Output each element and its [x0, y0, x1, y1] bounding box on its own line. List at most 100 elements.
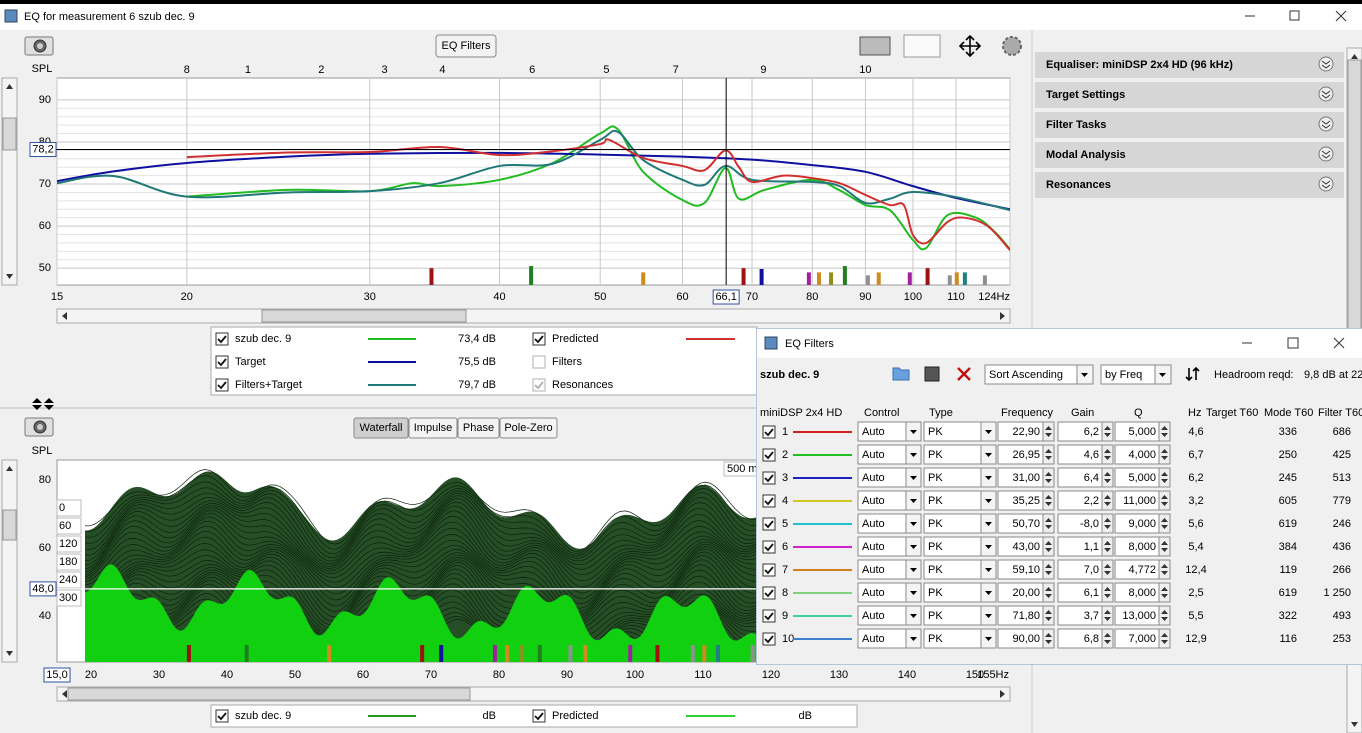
checkbox[interactable]: [762, 540, 776, 554]
scroll-down[interactable]: [6, 274, 13, 279]
scroll-thumb[interactable]: [67, 687, 471, 701]
panel-bar[interactable]: [1035, 82, 1344, 108]
scroll-track[interactable]: [1, 459, 18, 663]
panel-bar[interactable]: [1035, 172, 1344, 198]
tab[interactable]: Impulse: [408, 417, 458, 439]
dialog-maximize[interactable]: [1287, 337, 1299, 349]
spinner[interactable]: [1042, 444, 1055, 465]
checkbox-box[interactable]: [762, 517, 776, 531]
checkbox[interactable]: [762, 586, 776, 600]
view-icon[interactable]: [859, 36, 891, 56]
scroll-left[interactable]: [62, 690, 67, 698]
checkbox[interactable]: [532, 709, 546, 723]
scroll-thumb[interactable]: [261, 309, 467, 323]
spinner-field[interactable]: 26,95: [997, 444, 1055, 465]
checkbox[interactable]: [215, 378, 229, 392]
tab-face[interactable]: [457, 417, 500, 439]
spinner-field[interactable]: 6,8: [1057, 628, 1114, 649]
checkbox-box[interactable]: [762, 609, 776, 623]
spinner-field[interactable]: 2,2: [1057, 490, 1114, 511]
checkbox-box[interactable]: [532, 709, 546, 723]
sort-icon[interactable]: [1185, 366, 1200, 382]
scroll-down[interactable]: [6, 651, 13, 656]
spinner-field[interactable]: 6,1: [1057, 582, 1114, 603]
spinner-field[interactable]: -8,0: [1057, 513, 1114, 534]
side-panel-header[interactable]: Modal Analysis: [1035, 142, 1344, 168]
spinner[interactable]: [1101, 536, 1114, 557]
vertical-scrollbar[interactable]: [1, 459, 18, 663]
spinner[interactable]: [1158, 628, 1171, 649]
scroll-left[interactable]: [62, 312, 67, 320]
checkbox[interactable]: [532, 332, 546, 346]
combobox[interactable]: PK: [923, 559, 997, 580]
combobox[interactable]: PK: [923, 444, 997, 465]
spinner-field[interactable]: 22,90: [997, 421, 1055, 442]
spinner-field[interactable]: 4,000: [1114, 444, 1171, 465]
vertical-scrollbar[interactable]: [1, 77, 18, 286]
combobox[interactable]: PK: [923, 582, 997, 603]
spinner-field[interactable]: 13,000: [1114, 605, 1171, 626]
spinner[interactable]: [1158, 421, 1171, 442]
spinner-field[interactable]: 6,4: [1057, 467, 1114, 488]
spinner[interactable]: [1158, 559, 1171, 580]
checkbox[interactable]: [215, 709, 229, 723]
scroll-down[interactable]: [1351, 722, 1358, 727]
spinner-field[interactable]: 20,00: [997, 582, 1055, 603]
spinner[interactable]: [1042, 490, 1055, 511]
checkbox-box[interactable]: [532, 332, 546, 346]
panel-bar[interactable]: [1035, 142, 1344, 168]
spinner[interactable]: [1042, 559, 1055, 580]
spinner-field[interactable]: 31,00: [997, 467, 1055, 488]
combobox[interactable]: Auto: [857, 605, 922, 626]
checkbox[interactable]: [762, 517, 776, 531]
tab[interactable]: Waterfall: [353, 417, 409, 439]
scroll-up[interactable]: [6, 466, 13, 471]
panel-bar[interactable]: [1035, 112, 1344, 138]
spinner-field[interactable]: 43,00: [997, 536, 1055, 557]
combobox[interactable]: PK: [923, 421, 997, 442]
checkbox[interactable]: [532, 378, 546, 392]
combobox[interactable]: PK: [923, 536, 997, 557]
spinner-field[interactable]: 3,7: [1057, 605, 1114, 626]
spinner-field[interactable]: 4,6: [1057, 444, 1114, 465]
combobox[interactable]: Sort Ascending: [984, 364, 1094, 385]
checkbox-box[interactable]: [215, 332, 229, 346]
checkbox[interactable]: [762, 448, 776, 462]
spinner-field[interactable]: 5,000: [1114, 421, 1171, 442]
spinner-field[interactable]: 9,000: [1114, 513, 1171, 534]
checkbox[interactable]: [215, 332, 229, 346]
tab[interactable]: Pole-Zero: [499, 417, 558, 439]
checkbox[interactable]: [762, 471, 776, 485]
spinner-field[interactable]: 4,772: [1114, 559, 1171, 580]
spinner-field[interactable]: 35,25: [997, 490, 1055, 511]
button-face[interactable]: [435, 34, 497, 58]
spinner[interactable]: [1158, 513, 1171, 534]
camera-button[interactable]: [24, 417, 54, 437]
combobox[interactable]: PK: [923, 467, 997, 488]
restore-button[interactable]: [1289, 10, 1300, 21]
combobox[interactable]: Auto: [857, 490, 922, 511]
spinner[interactable]: [1158, 536, 1171, 557]
tab[interactable]: Phase: [457, 417, 500, 439]
checkbox-box[interactable]: [215, 378, 229, 392]
side-panel-header[interactable]: Filter Tasks: [1035, 112, 1344, 138]
spinner[interactable]: [1042, 605, 1055, 626]
tab-face[interactable]: [499, 417, 558, 439]
spinner-field[interactable]: 5,000: [1114, 467, 1171, 488]
checkbox[interactable]: [532, 355, 546, 369]
layout-icon[interactable]: [903, 34, 941, 58]
panel-bar[interactable]: [1035, 52, 1344, 78]
side-panel-header[interactable]: Target Settings: [1035, 82, 1344, 108]
spinner[interactable]: [1042, 628, 1055, 649]
combobox[interactable]: PK: [923, 628, 997, 649]
combobox[interactable]: PK: [923, 513, 997, 534]
spinner-field[interactable]: 8,000: [1114, 582, 1171, 603]
dialog-close[interactable]: [1333, 337, 1345, 349]
spinner[interactable]: [1101, 559, 1114, 580]
checkbox[interactable]: [762, 425, 776, 439]
checkbox-box[interactable]: [762, 586, 776, 600]
combobox[interactable]: Auto: [857, 513, 922, 534]
checkbox[interactable]: [762, 609, 776, 623]
checkbox[interactable]: [215, 355, 229, 369]
spinner-field[interactable]: 6,2: [1057, 421, 1114, 442]
